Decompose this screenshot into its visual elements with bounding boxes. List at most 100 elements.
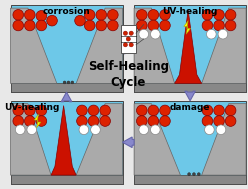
Circle shape xyxy=(151,125,160,135)
Circle shape xyxy=(108,20,118,31)
Circle shape xyxy=(225,20,236,31)
Circle shape xyxy=(84,20,95,31)
Circle shape xyxy=(214,105,224,116)
Circle shape xyxy=(67,81,70,84)
Circle shape xyxy=(192,173,195,176)
Circle shape xyxy=(36,105,47,116)
Circle shape xyxy=(75,15,85,26)
Circle shape xyxy=(129,31,133,35)
Polygon shape xyxy=(51,106,76,175)
Circle shape xyxy=(214,20,224,31)
Circle shape xyxy=(139,29,149,39)
Polygon shape xyxy=(76,104,123,175)
Circle shape xyxy=(148,116,159,126)
Circle shape xyxy=(77,116,87,126)
Circle shape xyxy=(197,173,200,176)
FancyArrow shape xyxy=(123,43,134,54)
Circle shape xyxy=(225,10,236,20)
Circle shape xyxy=(13,116,24,126)
Circle shape xyxy=(218,29,228,39)
Polygon shape xyxy=(10,104,51,175)
Circle shape xyxy=(205,125,214,135)
Bar xyxy=(134,101,246,184)
Text: corrosion: corrosion xyxy=(43,7,90,16)
Circle shape xyxy=(202,10,213,20)
Bar xyxy=(10,83,123,92)
Circle shape xyxy=(123,31,127,35)
Circle shape xyxy=(88,116,99,126)
Circle shape xyxy=(108,10,118,20)
Circle shape xyxy=(71,81,74,84)
Polygon shape xyxy=(184,21,190,34)
Circle shape xyxy=(25,105,35,116)
Circle shape xyxy=(25,116,35,126)
Circle shape xyxy=(207,29,216,39)
Circle shape xyxy=(129,43,133,47)
Circle shape xyxy=(36,116,47,126)
Circle shape xyxy=(214,10,224,20)
Polygon shape xyxy=(134,104,181,175)
Circle shape xyxy=(96,20,107,31)
Circle shape xyxy=(63,81,66,84)
Polygon shape xyxy=(76,8,123,83)
Circle shape xyxy=(214,116,224,126)
Circle shape xyxy=(225,116,236,126)
Circle shape xyxy=(13,105,24,116)
Circle shape xyxy=(25,20,35,31)
Polygon shape xyxy=(202,104,246,175)
Bar xyxy=(10,5,123,92)
Circle shape xyxy=(225,105,236,116)
FancyArrow shape xyxy=(185,91,195,101)
Text: UV-healing: UV-healing xyxy=(162,7,218,16)
Polygon shape xyxy=(134,8,175,83)
Circle shape xyxy=(148,10,159,20)
Circle shape xyxy=(188,173,190,176)
Circle shape xyxy=(136,105,147,116)
Circle shape xyxy=(139,125,149,135)
Circle shape xyxy=(84,10,95,20)
Circle shape xyxy=(77,105,87,116)
Circle shape xyxy=(13,20,24,31)
Text: damage: damage xyxy=(170,103,210,112)
Bar xyxy=(10,175,123,184)
FancyArrow shape xyxy=(61,92,72,102)
Circle shape xyxy=(36,20,47,31)
Circle shape xyxy=(136,116,147,126)
Circle shape xyxy=(160,116,170,126)
Circle shape xyxy=(136,20,147,31)
Circle shape xyxy=(25,10,35,20)
Circle shape xyxy=(100,105,110,116)
Polygon shape xyxy=(34,114,41,128)
Circle shape xyxy=(202,20,213,31)
Circle shape xyxy=(123,43,127,47)
Circle shape xyxy=(27,125,37,135)
Circle shape xyxy=(15,125,25,135)
Circle shape xyxy=(160,10,170,20)
Circle shape xyxy=(160,105,170,116)
Circle shape xyxy=(216,125,226,135)
Circle shape xyxy=(88,105,99,116)
Polygon shape xyxy=(202,8,246,83)
Bar xyxy=(134,175,246,184)
Bar xyxy=(10,101,123,184)
Circle shape xyxy=(202,116,213,126)
Circle shape xyxy=(148,105,159,116)
Bar xyxy=(134,83,246,92)
Circle shape xyxy=(91,125,100,135)
Circle shape xyxy=(79,125,89,135)
Bar xyxy=(121,26,136,53)
Text: UV-healing: UV-healing xyxy=(4,103,60,112)
Circle shape xyxy=(136,10,147,20)
Circle shape xyxy=(151,29,160,39)
Circle shape xyxy=(47,15,57,26)
Circle shape xyxy=(126,37,130,41)
Bar xyxy=(134,5,246,92)
Circle shape xyxy=(160,20,170,31)
Text: Self-Healing
Cycle: Self-Healing Cycle xyxy=(88,60,169,89)
Circle shape xyxy=(36,11,47,21)
Circle shape xyxy=(202,105,213,116)
Circle shape xyxy=(13,10,24,20)
Polygon shape xyxy=(10,8,57,83)
FancyArrow shape xyxy=(123,137,134,148)
Circle shape xyxy=(100,116,110,126)
